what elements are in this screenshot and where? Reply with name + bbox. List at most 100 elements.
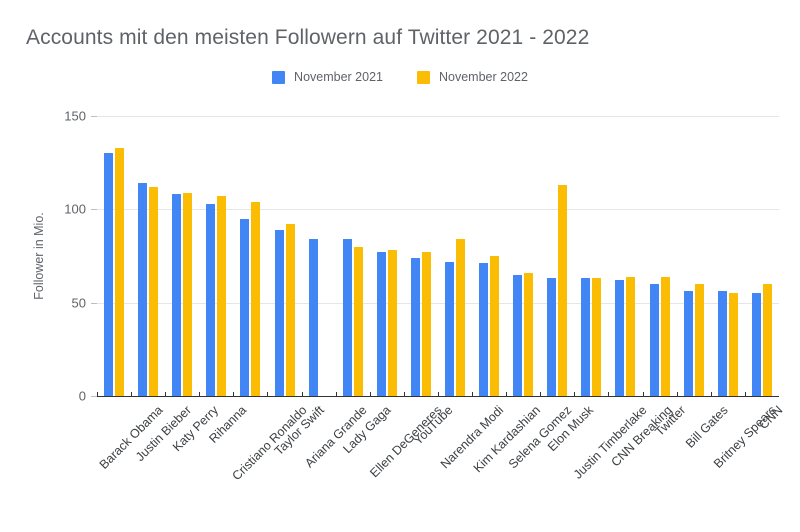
bar-s2021[interactable]: [308, 239, 318, 396]
legend-item-2022[interactable]: November 2022: [417, 70, 528, 84]
bar-s2021[interactable]: [547, 278, 557, 396]
bar-group: [437, 116, 472, 396]
bar-group: [335, 116, 370, 396]
bar-s2022[interactable]: [524, 272, 534, 396]
bar-s2021[interactable]: [751, 293, 761, 396]
chart-legend: November 2021 November 2022: [0, 70, 800, 84]
bar-s2021[interactable]: [342, 239, 352, 396]
bar-s2022[interactable]: [149, 186, 159, 396]
x-axis-label-cell: Justin Timberlake: [571, 399, 650, 519]
bar-s2022[interactable]: [285, 224, 295, 396]
bar-group: [97, 116, 131, 396]
bar-s2021[interactable]: [274, 229, 284, 396]
bar-s2021[interactable]: [240, 218, 250, 396]
y-axis-tick: [91, 209, 97, 211]
x-axis-tick: [437, 392, 439, 396]
x-axis-tick: [506, 392, 508, 396]
bar-s2021[interactable]: [138, 183, 148, 396]
bar-group: [233, 116, 267, 396]
x-axis-line: [97, 395, 779, 397]
bar-s2021[interactable]: [581, 278, 591, 396]
bar-s2022[interactable]: [251, 201, 261, 396]
x-axis-tick: [676, 392, 678, 396]
x-axis-tick: [199, 392, 201, 396]
bar-group: [540, 116, 574, 396]
bar-group: [710, 116, 745, 396]
x-axis-label-cell: Cristiano Ronaldo: [230, 399, 310, 519]
y-axis-tick-label: 100: [64, 201, 86, 217]
legend-swatch-2022: [417, 70, 430, 84]
bar-s2022[interactable]: [183, 192, 193, 396]
bar-s2021[interactable]: [104, 153, 114, 396]
bar-group: [472, 116, 506, 396]
bar-s2022[interactable]: [421, 252, 431, 396]
bar-s2021[interactable]: [206, 203, 216, 396]
x-axis-tick: [744, 392, 746, 396]
bar-group: [199, 116, 233, 396]
x-axis-tick: [472, 392, 474, 396]
bar-s2021[interactable]: [376, 252, 386, 396]
x-axis-tick: [335, 392, 337, 396]
y-axis-tick: [91, 396, 97, 397]
legend-label-2022: November 2022: [439, 70, 528, 84]
y-axis-tick: [91, 116, 97, 117]
bar-s2022[interactable]: [217, 196, 227, 396]
bar-group: [642, 116, 677, 396]
bar-s2022[interactable]: [660, 276, 670, 396]
bar-s2021[interactable]: [513, 274, 523, 396]
x-axis-label-cell: Selena Gomez: [506, 399, 574, 519]
y-axis-tick-label: 50: [71, 295, 86, 311]
bar-s2022[interactable]: [115, 147, 125, 396]
bar-group: [267, 116, 301, 396]
bar-s2021[interactable]: [410, 257, 420, 396]
bar-s2022[interactable]: [387, 250, 397, 396]
x-axis-label: CNN: [756, 403, 786, 433]
bar-s2021[interactable]: [683, 291, 693, 396]
bar-s2021[interactable]: [444, 261, 454, 396]
bar-s2021[interactable]: [649, 284, 659, 396]
bar-s2022[interactable]: [558, 185, 568, 396]
bar-s2022[interactable]: [592, 278, 602, 396]
bar-s2022[interactable]: [694, 284, 704, 396]
x-axis-label-cell: Barack Obama: [97, 399, 166, 519]
y-axis-tick-label: 150: [64, 108, 86, 124]
bar-s2022[interactable]: [626, 276, 636, 396]
legend-item-2021[interactable]: November 2021: [272, 70, 383, 84]
x-axis-tick: [97, 392, 98, 396]
bar-s2022[interactable]: [455, 239, 465, 396]
legend-label-2021: November 2021: [294, 70, 383, 84]
bar-group: [301, 116, 336, 396]
plot-area: 0 50 100 150: [64, 109, 779, 404]
x-axis-tick: [403, 392, 405, 396]
bar-s2022[interactable]: [353, 246, 363, 396]
bar-s2021[interactable]: [717, 291, 727, 396]
x-axis-tick: [301, 392, 303, 396]
x-axis-tick: [608, 392, 610, 396]
x-axis-tick: [131, 392, 133, 396]
x-axis-label-cell: Bill Gates: [677, 399, 731, 519]
bar-group: [608, 116, 642, 396]
bar-s2021[interactable]: [479, 263, 489, 396]
bar-group: [403, 116, 438, 396]
chart-title: Accounts mit den meisten Followern auf T…: [26, 26, 590, 49]
bar-s2021[interactable]: [172, 194, 182, 396]
gridline: [97, 302, 779, 304]
legend-swatch-2021: [272, 70, 286, 84]
bar-s2022[interactable]: [490, 256, 500, 396]
x-axis-tick: [642, 392, 644, 396]
bar-group: [131, 116, 165, 396]
x-axis-tick: [540, 392, 542, 396]
bar-s2021[interactable]: [615, 280, 625, 396]
x-axis-label-cell: Ellen DeGeneres: [367, 399, 444, 519]
y-axis-tick-label: 0: [78, 388, 86, 404]
x-axis-label-cell: CNN Breaking: [608, 399, 675, 519]
bar-group: [744, 116, 779, 396]
x-axis-label-cell: Katy Perry: [165, 399, 221, 519]
bar-s2022[interactable]: [728, 293, 738, 396]
x-axis-tick: [369, 392, 371, 396]
x-axis-label-cell: Britney Spears: [711, 399, 779, 519]
x-axis-tick: [574, 392, 576, 396]
y-axis-title: Follower in Mio.: [30, 116, 48, 396]
bar-s2022[interactable]: [762, 284, 772, 396]
